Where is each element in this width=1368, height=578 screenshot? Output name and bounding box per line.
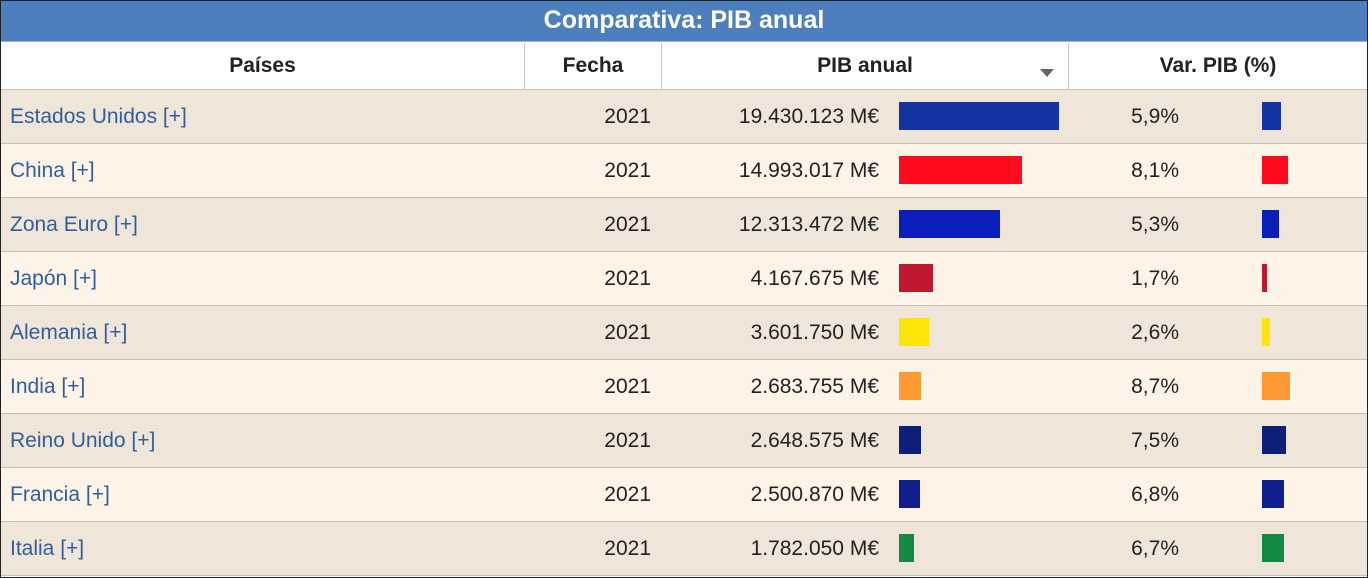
- country-link[interactable]: Reino Unido [+]: [10, 429, 156, 452]
- date-cell: 2021: [604, 537, 651, 560]
- sort-descending-icon[interactable]: [1040, 69, 1054, 77]
- gdp-variation-cell: 8,1%: [1131, 159, 1179, 182]
- gdp-bar: [899, 534, 914, 562]
- gdp-variation-bar: [1262, 318, 1270, 346]
- gdp-value-cell: 2.500.870 M€: [750, 483, 879, 506]
- gdp-variation-bar: [1262, 480, 1284, 508]
- gdp-value-cell: 12.313.472 M€: [738, 213, 879, 236]
- table-title: Comparativa: PIB anual: [1, 1, 1367, 42]
- gdp-bar: [899, 102, 1059, 130]
- country-link[interactable]: Francia [+]: [10, 483, 110, 506]
- country-link[interactable]: Estados Unidos [+]: [10, 105, 187, 128]
- table-row: Alemania [+] 2021 3.601.750 M€ 2,6%: [1, 306, 1367, 360]
- gdp-variation-bar: [1262, 102, 1281, 130]
- country-link[interactable]: Alemania [+]: [10, 321, 128, 344]
- gdp-value-cell: 3.601.750 M€: [750, 321, 879, 344]
- gdp-bar: [899, 318, 929, 346]
- gdp-bar: [899, 210, 1000, 238]
- country-link[interactable]: Italia [+]: [10, 537, 85, 560]
- gdp-variation-cell: 6,7%: [1131, 537, 1179, 560]
- country-link[interactable]: India [+]: [10, 375, 86, 398]
- column-header-gdp-label: PIB anual: [817, 54, 913, 77]
- gdp-bar: [899, 480, 920, 508]
- gdp-variation-cell: 5,3%: [1131, 213, 1179, 236]
- gdp-value-cell: 2.648.575 M€: [750, 429, 879, 452]
- date-cell: 2021: [604, 429, 651, 452]
- gdp-bar: [899, 156, 1022, 184]
- column-header-var[interactable]: Var. PIB (%): [1159, 54, 1277, 77]
- gdp-variation-cell: 7,5%: [1131, 429, 1179, 452]
- date-cell: 2021: [604, 213, 651, 236]
- gdp-variation-cell: 8,7%: [1131, 375, 1179, 398]
- date-cell: 2021: [604, 159, 651, 182]
- date-cell: 2021: [604, 375, 651, 398]
- gdp-variation-bar: [1262, 264, 1267, 292]
- table-row: China [+] 2021 14.993.017 M€ 8,1%: [1, 144, 1367, 198]
- gdp-value-cell: 2.683.755 M€: [750, 375, 879, 398]
- gdp-value-cell: 4.167.675 M€: [750, 267, 879, 290]
- gdp-bar: [899, 426, 921, 454]
- gdp-bar: [899, 372, 921, 400]
- table-row: Estados Unidos [+] 2021 19.430.123 M€ 5,9%: [1, 90, 1367, 144]
- table-row: Francia [+] 2021 2.500.870 M€ 6,8%: [1, 468, 1367, 522]
- gdp-value-cell: 19.430.123 M€: [738, 105, 879, 128]
- gdp-bar: [899, 264, 933, 292]
- gdp-variation-cell: 2,6%: [1131, 321, 1179, 344]
- table-header: Países Fecha PIB anual Var. PIB (%): [1, 43, 1367, 91]
- gdp-variation-bar: [1262, 372, 1290, 400]
- gdp-variation-bar: [1262, 210, 1279, 238]
- table-row: Japón [+] 2021 4.167.675 M€ 1,7%: [1, 252, 1367, 306]
- table-row: Reino Unido [+] 2021 2.648.575 M€ 7,5%: [1, 414, 1367, 468]
- date-cell: 2021: [604, 267, 651, 290]
- country-link[interactable]: Japón [+]: [10, 267, 97, 290]
- gdp-variation-bar: [1262, 534, 1284, 562]
- date-cell: 2021: [604, 321, 651, 344]
- gdp-variation-cell: 1,7%: [1131, 267, 1179, 290]
- column-header-gdp[interactable]: PIB anual: [662, 43, 1069, 89]
- gdp-variation-bar: [1262, 156, 1288, 184]
- gdp-variation-bar: [1262, 426, 1286, 454]
- column-header-date[interactable]: Fecha: [525, 43, 662, 89]
- table-row: Italia [+] 2021 1.782.050 M€ 6,7%: [1, 522, 1367, 576]
- date-cell: 2021: [604, 105, 651, 128]
- column-header-country[interactable]: Países: [1, 43, 525, 89]
- gdp-variation-cell: 6,8%: [1131, 483, 1179, 506]
- gdp-variation-cell: 5,9%: [1131, 105, 1179, 128]
- country-link[interactable]: Zona Euro [+]: [10, 213, 138, 236]
- country-link[interactable]: China [+]: [10, 159, 95, 182]
- gdp-value-cell: 1.782.050 M€: [750, 537, 879, 560]
- table-row: Zona Euro [+] 2021 12.313.472 M€ 5,3%: [1, 198, 1367, 252]
- table-row: India [+] 2021 2.683.755 M€ 8,7%: [1, 360, 1367, 414]
- gdp-value-cell: 14.993.017 M€: [738, 159, 879, 182]
- date-cell: 2021: [604, 483, 651, 506]
